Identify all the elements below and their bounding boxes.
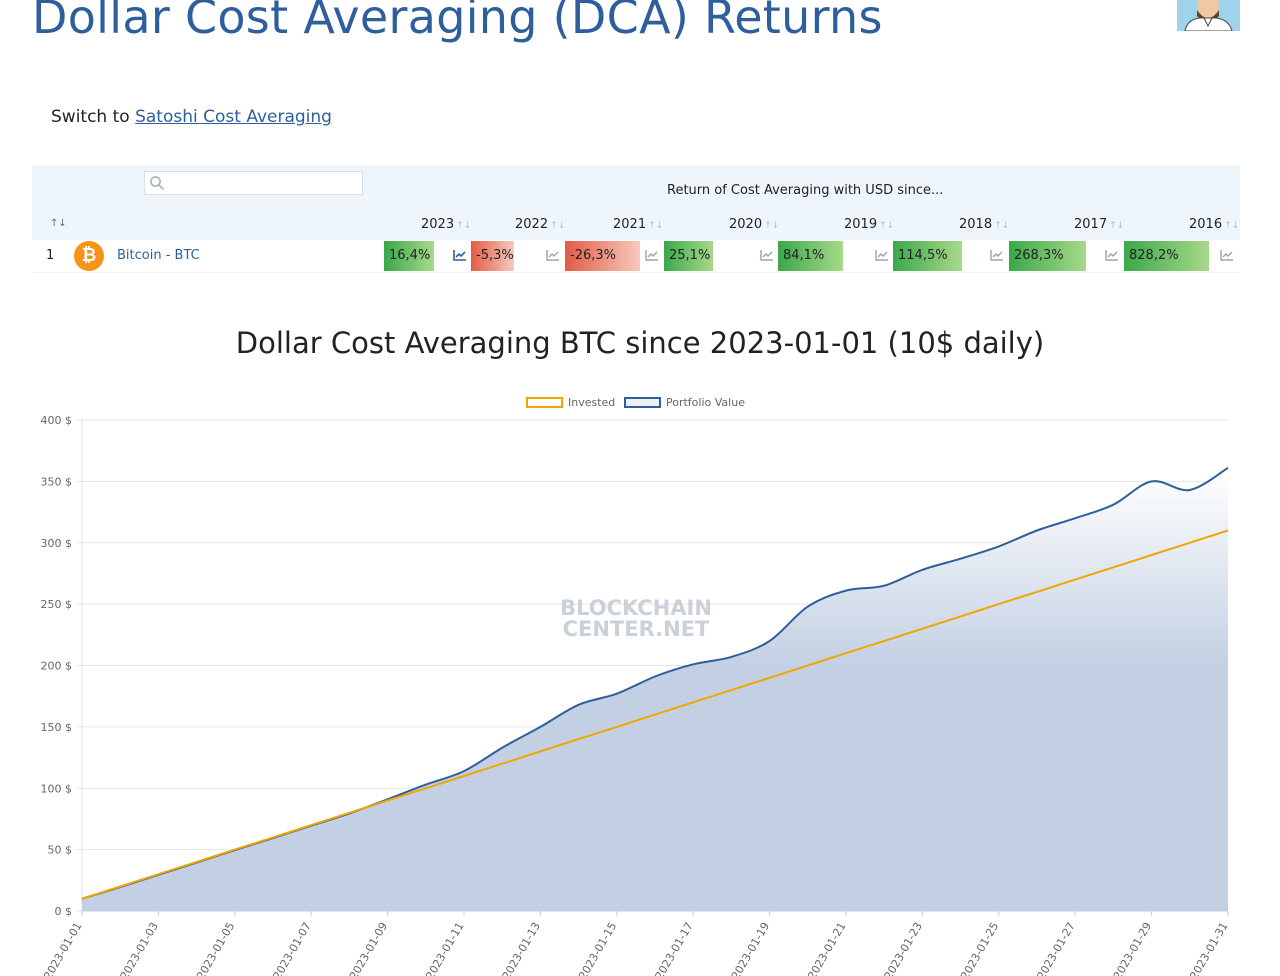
y-tick-label: 0 $ xyxy=(55,905,73,918)
legend-swatch-portfolio xyxy=(624,397,661,408)
sort-arrows-icon: ↑↓ xyxy=(994,221,1010,231)
trend-chart-icon[interactable] xyxy=(453,249,467,261)
legend-label: Portfolio Value xyxy=(666,396,745,409)
x-tick-label: 2023-01-17 xyxy=(653,920,696,976)
invested-line xyxy=(81,529,1229,900)
x-tick-label: 2023-01-01 xyxy=(41,920,84,976)
satoshi-cost-averaging-link[interactable]: Satoshi Cost Averaging xyxy=(135,107,332,127)
sort-arrows-icon: ↑↓ xyxy=(879,221,895,231)
year-label: 2019 xyxy=(844,217,878,232)
table-header-top: Return of Cost Averaging with USD since.… xyxy=(32,165,1240,208)
legend-item-invested[interactable]: Invested xyxy=(526,396,615,409)
bitcoin-icon: ₿ xyxy=(74,241,104,271)
x-tick-label: 2023-01-31 xyxy=(1187,920,1230,976)
watermark-text: BLOCKCHAIN xyxy=(560,596,712,620)
avatar[interactable] xyxy=(1177,0,1240,31)
coin-name-link[interactable]: Bitcoin - BTC xyxy=(117,248,200,263)
trend-chart-icon[interactable] xyxy=(1105,249,1119,261)
chart-title: Dollar Cost Averaging BTC since 2023-01-… xyxy=(235,326,1045,360)
sort-arrows-icon: ↑↓ xyxy=(764,221,780,231)
year-label: 2016 xyxy=(1189,217,1223,232)
x-tick-label: 2023-01-29 xyxy=(1111,920,1154,976)
search-icon xyxy=(150,176,165,191)
watermark-text: CENTER.NET xyxy=(563,617,710,641)
x-tick-label: 2023-01-23 xyxy=(882,920,925,976)
sort-arrows-icon: ↑↓ xyxy=(648,221,664,231)
trend-chart-icon[interactable] xyxy=(990,249,1004,261)
switch-line: Switch to Satoshi Cost Averaging xyxy=(51,107,332,127)
x-tick-label: 2023-01-11 xyxy=(423,920,466,976)
x-tick-label: 2023-01-25 xyxy=(958,920,1001,976)
trend-chart-icon[interactable] xyxy=(546,249,560,261)
return-cell-2017: 268,3% xyxy=(1009,241,1086,271)
x-tick-label: 2023-01-09 xyxy=(347,920,390,976)
year-label: 2020 xyxy=(729,217,763,232)
x-tick-label: 2023-01-07 xyxy=(271,920,314,976)
return-cell-2018: 114,5% xyxy=(893,241,962,271)
sort-arrows-icon: ↑↓ xyxy=(1224,221,1240,231)
x-tick-label: 2023-01-21 xyxy=(805,920,848,976)
year-header-2020[interactable]: 2020 ↑↓ xyxy=(729,217,779,232)
legend-item-portfolio-value[interactable]: Portfolio Value xyxy=(624,396,745,409)
y-tick-label: 100 $ xyxy=(41,782,73,795)
search-field[interactable] xyxy=(144,171,363,195)
return-cell-2020: 25,1% xyxy=(664,241,713,271)
sort-arrows-icon: ↑↓ xyxy=(550,221,566,231)
year-header-2016[interactable]: 2016 ↑↓ xyxy=(1189,217,1239,232)
year-label: 2022 xyxy=(515,217,549,232)
y-tick-label: 50 $ xyxy=(48,844,73,857)
y-tick-label: 150 $ xyxy=(41,721,73,734)
return-cell-2021: -26,3% xyxy=(565,241,640,271)
x-tick-label: 2023-01-03 xyxy=(118,920,161,976)
portfolio-area xyxy=(82,467,1228,911)
returns-table: Return of Cost Averaging with USD since.… xyxy=(32,165,1240,273)
return-cell-2023: 16,4% xyxy=(384,241,434,271)
rank-sort-toggle[interactable]: ↑↓ xyxy=(50,218,67,229)
sort-arrows-icon: ↑↓ xyxy=(456,221,472,231)
y-tick-label: 250 $ xyxy=(41,598,73,611)
x-tick-label: 2023-01-19 xyxy=(729,920,772,976)
avatar-image xyxy=(1177,0,1240,31)
year-header-2022[interactable]: 2022 ↑↓ xyxy=(515,217,565,232)
year-label: 2017 xyxy=(1074,217,1108,232)
search-input[interactable] xyxy=(167,174,361,194)
year-label: 2018 xyxy=(959,217,993,232)
year-label: 2023 xyxy=(421,217,455,232)
switch-prefix: Switch to xyxy=(51,107,130,127)
rank-cell: 1 xyxy=(46,248,55,263)
y-tick-label: 350 $ xyxy=(41,475,73,488)
return-cell-2022: -5,3% xyxy=(471,241,514,271)
table-caption: Return of Cost Averaging with USD since.… xyxy=(667,183,944,198)
table-row[interactable]: 1 ₿ Bitcoin - BTC 16,4% -5,3% -26,3% 25,… xyxy=(32,240,1240,273)
year-header-2017[interactable]: 2017 ↑↓ xyxy=(1074,217,1124,232)
legend-label: Invested xyxy=(568,396,616,409)
year-header-2021[interactable]: 2021 ↑↓ xyxy=(613,217,663,232)
year-header-2019[interactable]: 2019 ↑↓ xyxy=(844,217,894,232)
legend-swatch-invested xyxy=(526,397,563,408)
sort-arrows-icon: ↑↓ xyxy=(1109,221,1125,231)
trend-chart-icon[interactable] xyxy=(1220,249,1234,261)
page-title: Dollar Cost Averaging (DCA) Returns xyxy=(32,0,883,44)
trend-chart-icon[interactable] xyxy=(760,249,774,261)
x-tick-label: 2023-01-13 xyxy=(500,920,543,976)
trend-chart-icon[interactable] xyxy=(875,249,889,261)
x-tick-label: 2023-01-05 xyxy=(194,920,237,976)
trend-chart-icon[interactable] xyxy=(645,249,659,261)
return-cell-2016: 828,2% xyxy=(1124,241,1209,271)
x-tick-label: 2023-01-27 xyxy=(1035,920,1078,976)
return-cell-2019: 84,1% xyxy=(778,241,843,271)
year-label: 2021 xyxy=(613,217,647,232)
year-header-2023[interactable]: 2023 ↑↓ xyxy=(421,217,471,232)
year-header-2018[interactable]: 2018 ↑↓ xyxy=(959,217,1009,232)
y-tick-label: 200 $ xyxy=(41,660,73,673)
y-tick-label: 400 $ xyxy=(41,414,73,427)
table-header-years: ↑↓ 2023 ↑↓ 2022 ↑↓ 2021 ↑↓ 2020 ↑↓ 2019 ↑↓ 20… xyxy=(32,208,1240,240)
x-tick-label: 2023-01-15 xyxy=(576,920,619,976)
y-tick-label: 300 $ xyxy=(41,537,73,550)
